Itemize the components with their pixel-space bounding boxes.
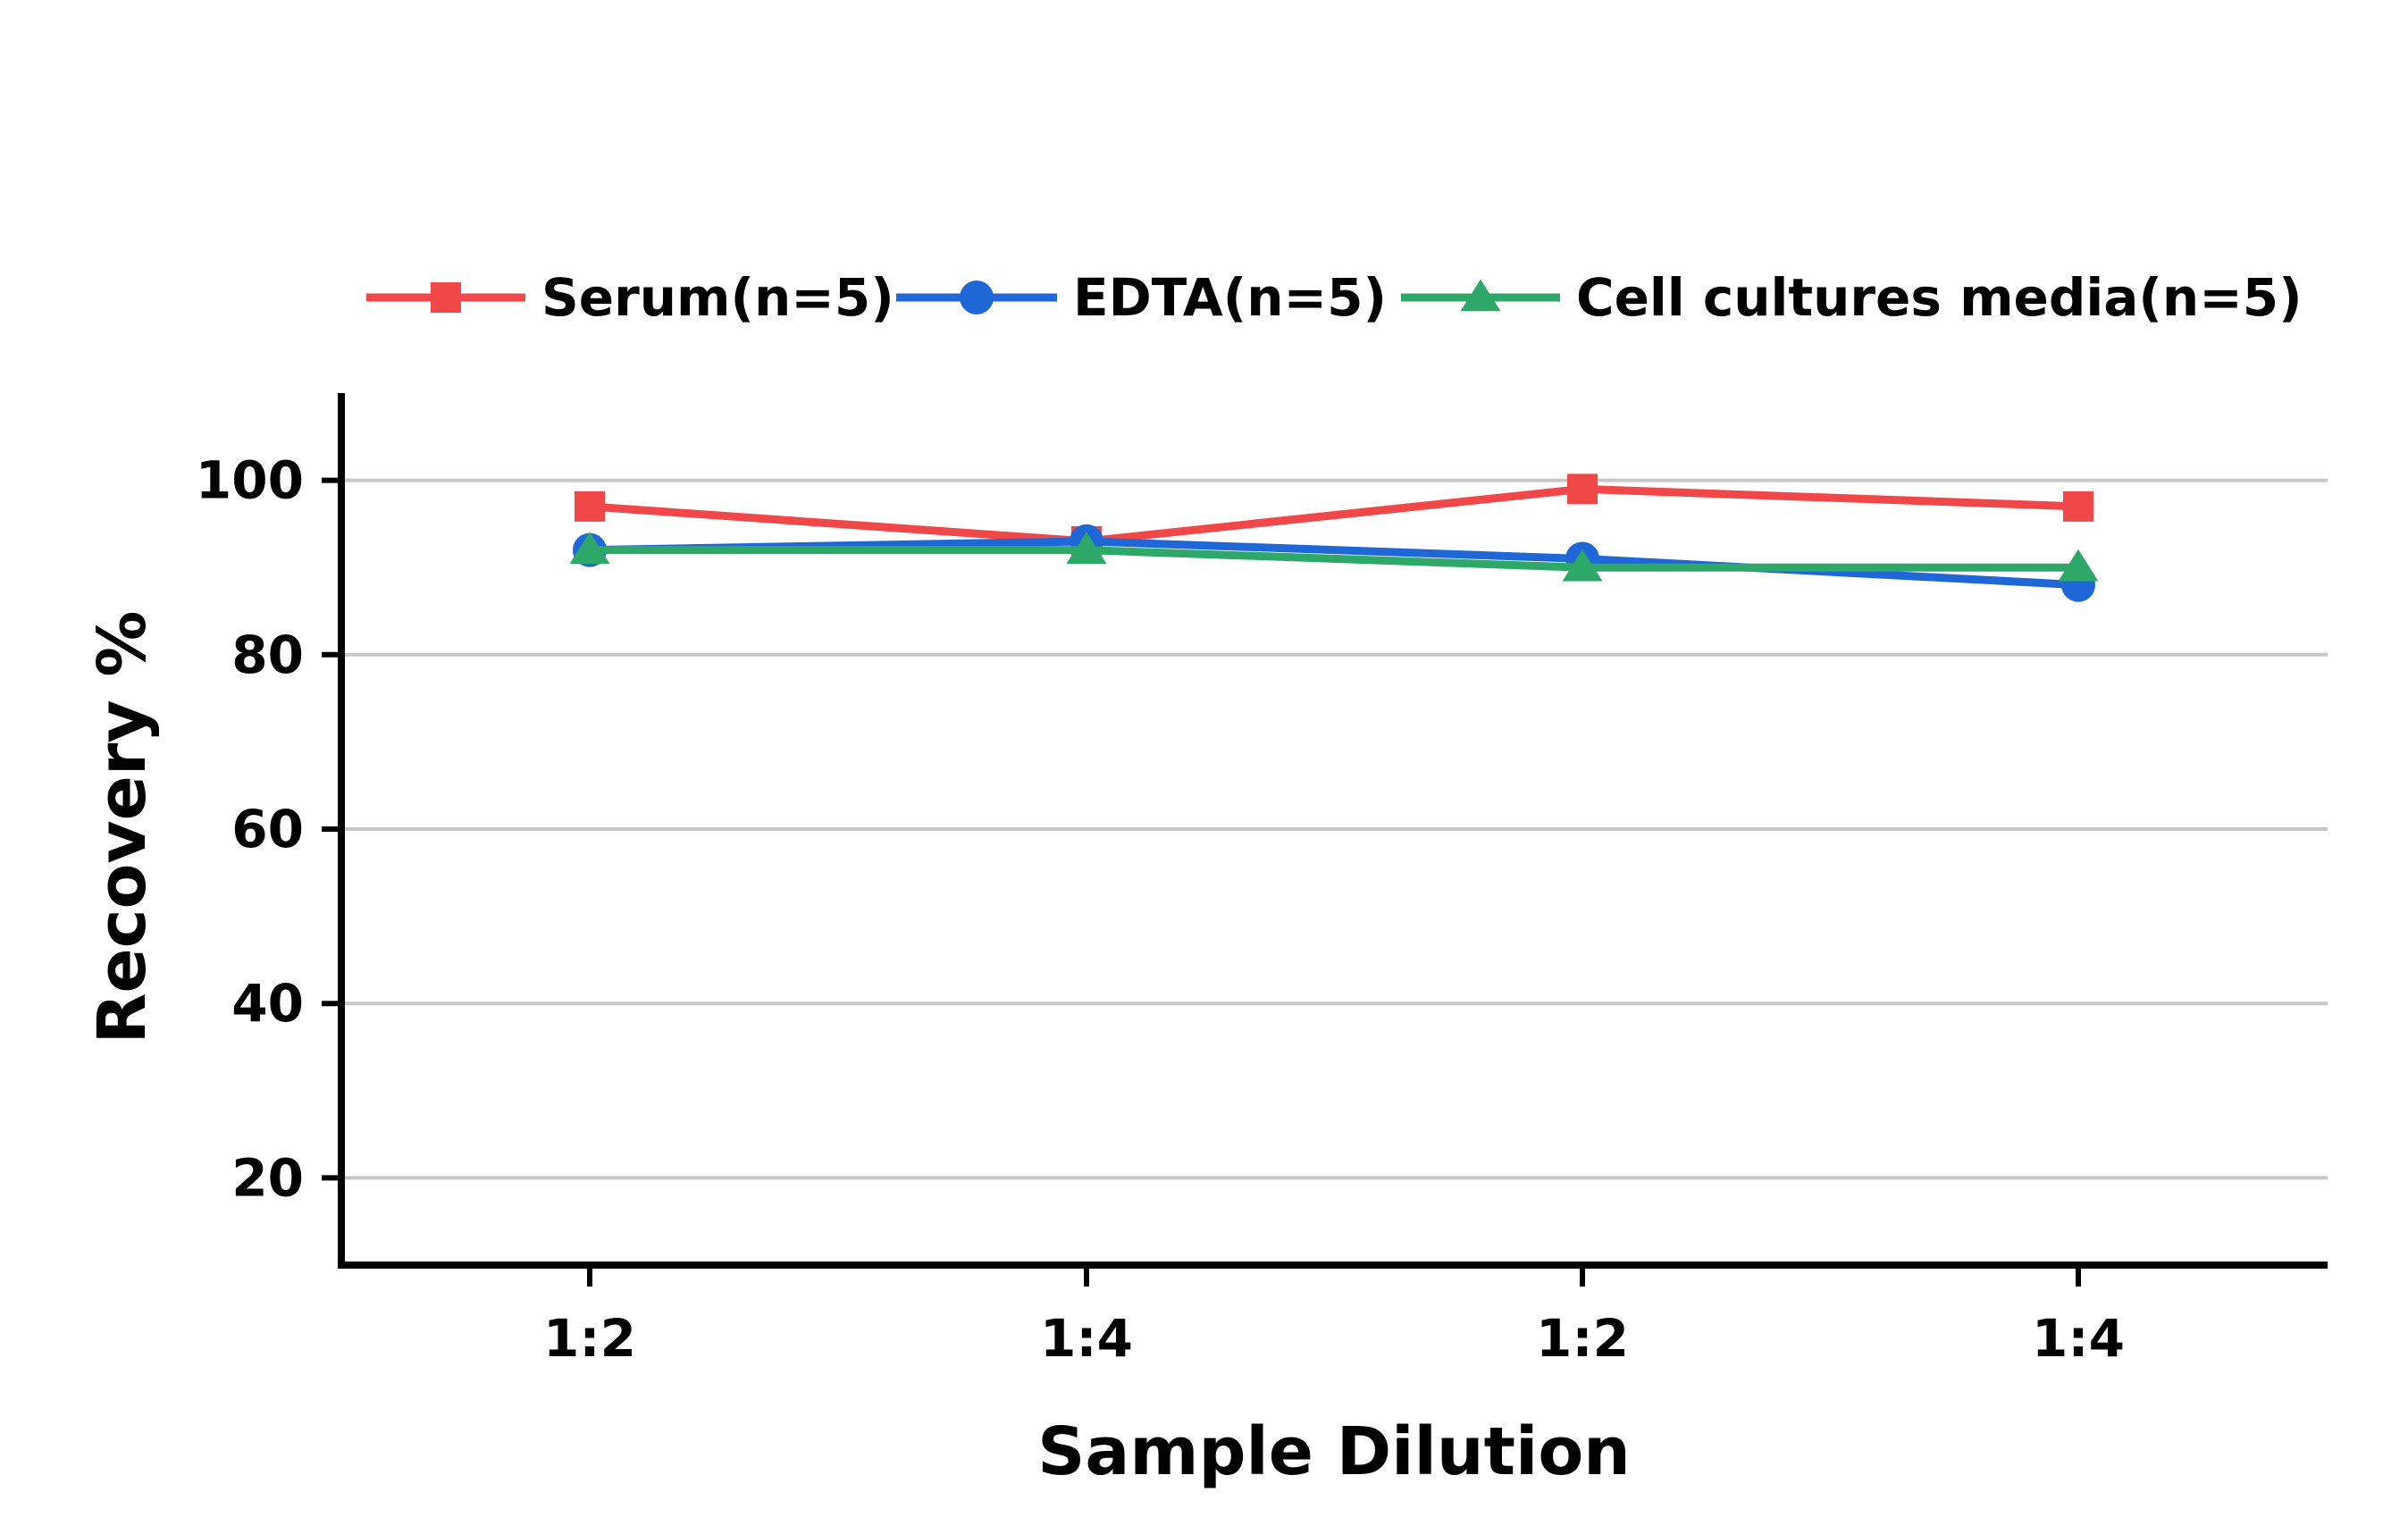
- y-tick-label: 40: [231, 973, 304, 1034]
- x-axis-title: Sample Dilution: [1037, 1413, 1631, 1490]
- legend-entry: Cell cultures media(n=5): [1401, 267, 2303, 328]
- legend: Serum(n=5) EDTA(n=5) Cell cultures media(n…: [366, 267, 2303, 328]
- legend-label: Cell cultures media(n=5): [1576, 267, 2303, 328]
- series-2: [573, 524, 2095, 602]
- data-point: [2058, 549, 2099, 582]
- y-tick-label: 100: [196, 450, 304, 511]
- legend-swatch-marker: [960, 281, 994, 314]
- x-tick-label: 1:4: [1040, 1308, 1133, 1369]
- gridlines: [341, 478, 2328, 1180]
- legend-entry: EDTA(n=5): [896, 267, 1387, 328]
- x-tick-label: 1:4: [2032, 1308, 2125, 1369]
- y-tick-label: 20: [231, 1147, 304, 1208]
- legend-label: Serum(n=5): [541, 267, 894, 328]
- legend-swatch-marker: [1460, 279, 1501, 312]
- legend-swatch-marker: [431, 282, 461, 313]
- legend-label: EDTA(n=5): [1073, 267, 1387, 328]
- data-point: [575, 490, 605, 522]
- data-point: [1066, 532, 1107, 564]
- x-tick-label: 1:2: [543, 1308, 636, 1369]
- series-line: [589, 537, 2079, 590]
- legend-entry: Serum(n=5): [366, 267, 894, 328]
- axes: 20 40 60 80 100 1:2 1:4 1:2 1:4: [196, 393, 2328, 1369]
- data-point: [1567, 474, 1598, 505]
- series-layer: [569, 474, 2099, 602]
- data-point: [2063, 490, 2093, 522]
- series-3: [569, 532, 2099, 582]
- series-line: [590, 546, 2078, 572]
- axis-lines: [338, 393, 2328, 1269]
- y-axis-title: Recovery %: [84, 611, 161, 1044]
- x-tick-label: 1:2: [1536, 1308, 1629, 1369]
- data-point: [1562, 549, 1603, 582]
- y-tick-label: 60: [231, 799, 304, 859]
- y-tick-label: 80: [231, 624, 304, 685]
- series-line: [589, 484, 2079, 546]
- data-point: [569, 532, 610, 564]
